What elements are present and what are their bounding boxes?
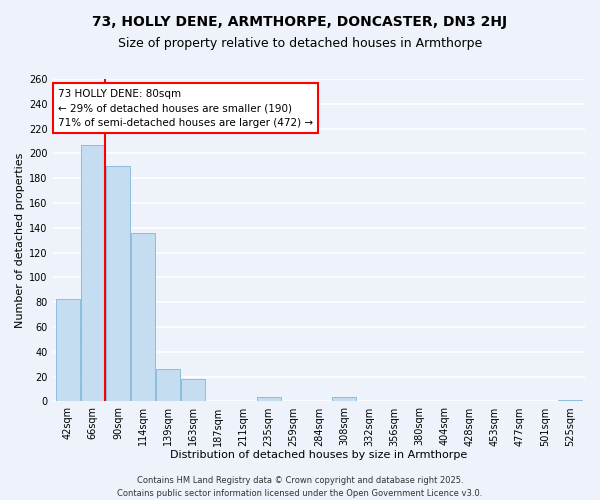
- Bar: [558, 400, 582, 402]
- Bar: [56, 298, 80, 402]
- Bar: [257, 396, 281, 402]
- Text: Contains HM Land Registry data © Crown copyright and database right 2025.
Contai: Contains HM Land Registry data © Crown c…: [118, 476, 482, 498]
- Text: Size of property relative to detached houses in Armthorpe: Size of property relative to detached ho…: [118, 38, 482, 51]
- X-axis label: Distribution of detached houses by size in Armthorpe: Distribution of detached houses by size …: [170, 450, 467, 460]
- Bar: [156, 369, 180, 402]
- Bar: [131, 233, 155, 402]
- Text: 73, HOLLY DENE, ARMTHORPE, DONCASTER, DN3 2HJ: 73, HOLLY DENE, ARMTHORPE, DONCASTER, DN…: [92, 15, 508, 29]
- Bar: [181, 379, 205, 402]
- Bar: [106, 166, 130, 402]
- Text: 73 HOLLY DENE: 80sqm
← 29% of detached houses are smaller (190)
71% of semi-deta: 73 HOLLY DENE: 80sqm ← 29% of detached h…: [58, 88, 313, 128]
- Y-axis label: Number of detached properties: Number of detached properties: [15, 152, 25, 328]
- Bar: [81, 144, 105, 402]
- Bar: [332, 396, 356, 402]
